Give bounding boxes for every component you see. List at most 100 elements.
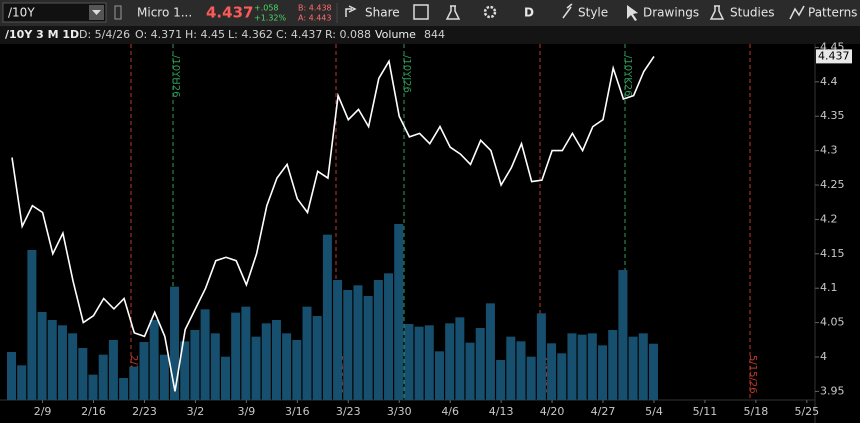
x-tick-label: 4/20: [540, 405, 565, 418]
volume-bar: [7, 352, 16, 400]
y-tick-label: 4.35: [820, 109, 845, 122]
volume-bar: [180, 341, 190, 400]
volume-bar: [17, 365, 27, 400]
volume-bar: [506, 336, 516, 400]
volume-bar: [322, 234, 332, 400]
x-tick-label: 3/16: [285, 405, 310, 418]
drawings[interactable]: Drawings: [643, 6, 699, 20]
volume-bar: [577, 334, 587, 400]
info-open: O: 4.371: [135, 28, 182, 41]
volume-bar: [608, 330, 618, 400]
info-chart: /10Y 3 M 1D: [5, 28, 79, 41]
y-tick-label: 4.3: [820, 144, 838, 157]
volume-bar: [271, 320, 281, 400]
info-bar: [0, 26, 860, 44]
volume-bar: [455, 317, 465, 400]
aggregation[interactable]: D: [524, 6, 534, 20]
volume-bar: [404, 324, 414, 400]
last-price: 4.437: [206, 4, 253, 22]
volume-bar: [98, 354, 108, 400]
x-tick-label: 5/18: [744, 405, 769, 418]
x-tick-label: 4/13: [489, 405, 514, 418]
volume-bar: [567, 333, 577, 400]
volume-bar: [465, 342, 475, 400]
toolbar: [0, 0, 860, 26]
link-icon[interactable]: [114, 5, 122, 20]
cursor-icon[interactable]: [627, 5, 638, 21]
volume-bar: [628, 336, 638, 400]
x-tick-label: 5/11: [693, 405, 718, 418]
style[interactable]: Style: [578, 6, 608, 20]
volume-bar: [200, 309, 210, 400]
info-range: R: 0.088: [325, 28, 371, 41]
volume-bar: [119, 378, 129, 400]
bid: B: 4.438: [298, 4, 332, 13]
volume-bar: [363, 296, 373, 400]
volume-bar: [108, 340, 118, 400]
grid-icon[interactable]: [413, 4, 429, 20]
volume-bar: [220, 356, 230, 400]
volume-bar: [424, 325, 434, 400]
volume-bar: [312, 316, 322, 400]
price-line: [11, 55, 655, 392]
volume-bar: [139, 342, 149, 400]
y-tick-label: 4.15: [820, 247, 845, 260]
share-icon[interactable]: [345, 5, 357, 17]
info-volume: 844: [424, 28, 445, 41]
volume-bar: [618, 270, 628, 400]
volume-bar: [88, 374, 98, 400]
change: +.058: [254, 4, 279, 13]
price-tag: [816, 49, 852, 64]
studies[interactable]: Studies: [730, 6, 775, 20]
volume-bar: [37, 312, 47, 400]
x-tick-label: 5/25: [794, 405, 819, 418]
patterns-icon[interactable]: [789, 5, 805, 20]
share[interactable]: Share: [365, 6, 400, 20]
symbol: /10Y: [8, 6, 35, 20]
volume-bar: [434, 351, 444, 400]
change-pct: +1.32%: [254, 14, 287, 23]
patterns[interactable]: Patterns: [808, 6, 857, 20]
flask-icon[interactable]: [445, 5, 461, 20]
info-volume-label: Volume: [375, 28, 416, 41]
studies-icon[interactable]: [709, 5, 725, 20]
event-label: 5/15/26: [747, 355, 758, 394]
volume-bar: [292, 340, 302, 400]
volume-bar: [159, 354, 169, 400]
style-icon[interactable]: [562, 3, 573, 19]
volume-bar: [384, 273, 394, 400]
volume-bar: [648, 343, 658, 400]
volume-bar: [57, 325, 67, 400]
ask: A: 4.443: [298, 14, 331, 23]
x-tick-label: 4/6: [441, 405, 459, 418]
x-tick-label: 5/4: [645, 405, 663, 418]
volume-bar: [547, 343, 557, 400]
x-tick-label: 4/27: [591, 405, 616, 418]
dropdown-arrow: [92, 10, 101, 15]
volume-bar: [496, 360, 506, 400]
event-label: /10YH26: [170, 55, 181, 97]
volume-bar: [485, 303, 495, 400]
volume-bar: [394, 224, 404, 400]
volume-bar: [373, 280, 383, 400]
volume-bar: [282, 333, 292, 400]
volume-bar: [638, 333, 648, 400]
volume-bar: [261, 323, 271, 400]
y-tick-label: 4.05: [820, 316, 845, 329]
symbol-box[interactable]: [2, 2, 107, 23]
volume-bar: [251, 336, 261, 400]
volume-bar: [68, 333, 78, 400]
volume-bar: [149, 320, 159, 400]
volume-bar: [353, 285, 363, 400]
volume-bar: [27, 250, 37, 400]
info-low: L: 4.362: [228, 28, 273, 41]
event-label: /10YK26: [622, 55, 633, 96]
info-high: H: 4.45: [185, 28, 225, 41]
gear-icon[interactable]: [483, 5, 497, 19]
volume-bar: [231, 312, 241, 400]
y-tick-label: 4.25: [820, 178, 845, 191]
y-tick-label: 4.2: [820, 212, 838, 225]
volume-bar: [210, 333, 220, 400]
price-tag-label: 4.437: [818, 49, 850, 62]
